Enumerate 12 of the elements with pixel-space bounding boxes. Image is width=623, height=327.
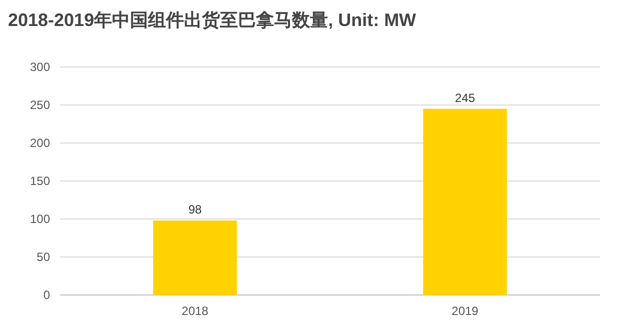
y-tick-label: 250: [30, 98, 50, 112]
data-label: 98: [188, 202, 202, 217]
y-tick-label: 300: [30, 60, 50, 74]
y-tick-label: 50: [36, 250, 50, 264]
x-tick-label: 2018: [182, 304, 209, 318]
y-tick-label: 100: [30, 212, 50, 226]
x-tick-label: 2019: [452, 304, 479, 318]
y-tick-label: 200: [30, 136, 50, 150]
chart-title: 2018-2019年中国组件出货至巴拿马数量, Unit: MW: [8, 10, 416, 30]
y-tick-label: 150: [30, 174, 50, 188]
data-label: 245: [454, 90, 476, 105]
y-tick-label: 0: [43, 288, 50, 302]
